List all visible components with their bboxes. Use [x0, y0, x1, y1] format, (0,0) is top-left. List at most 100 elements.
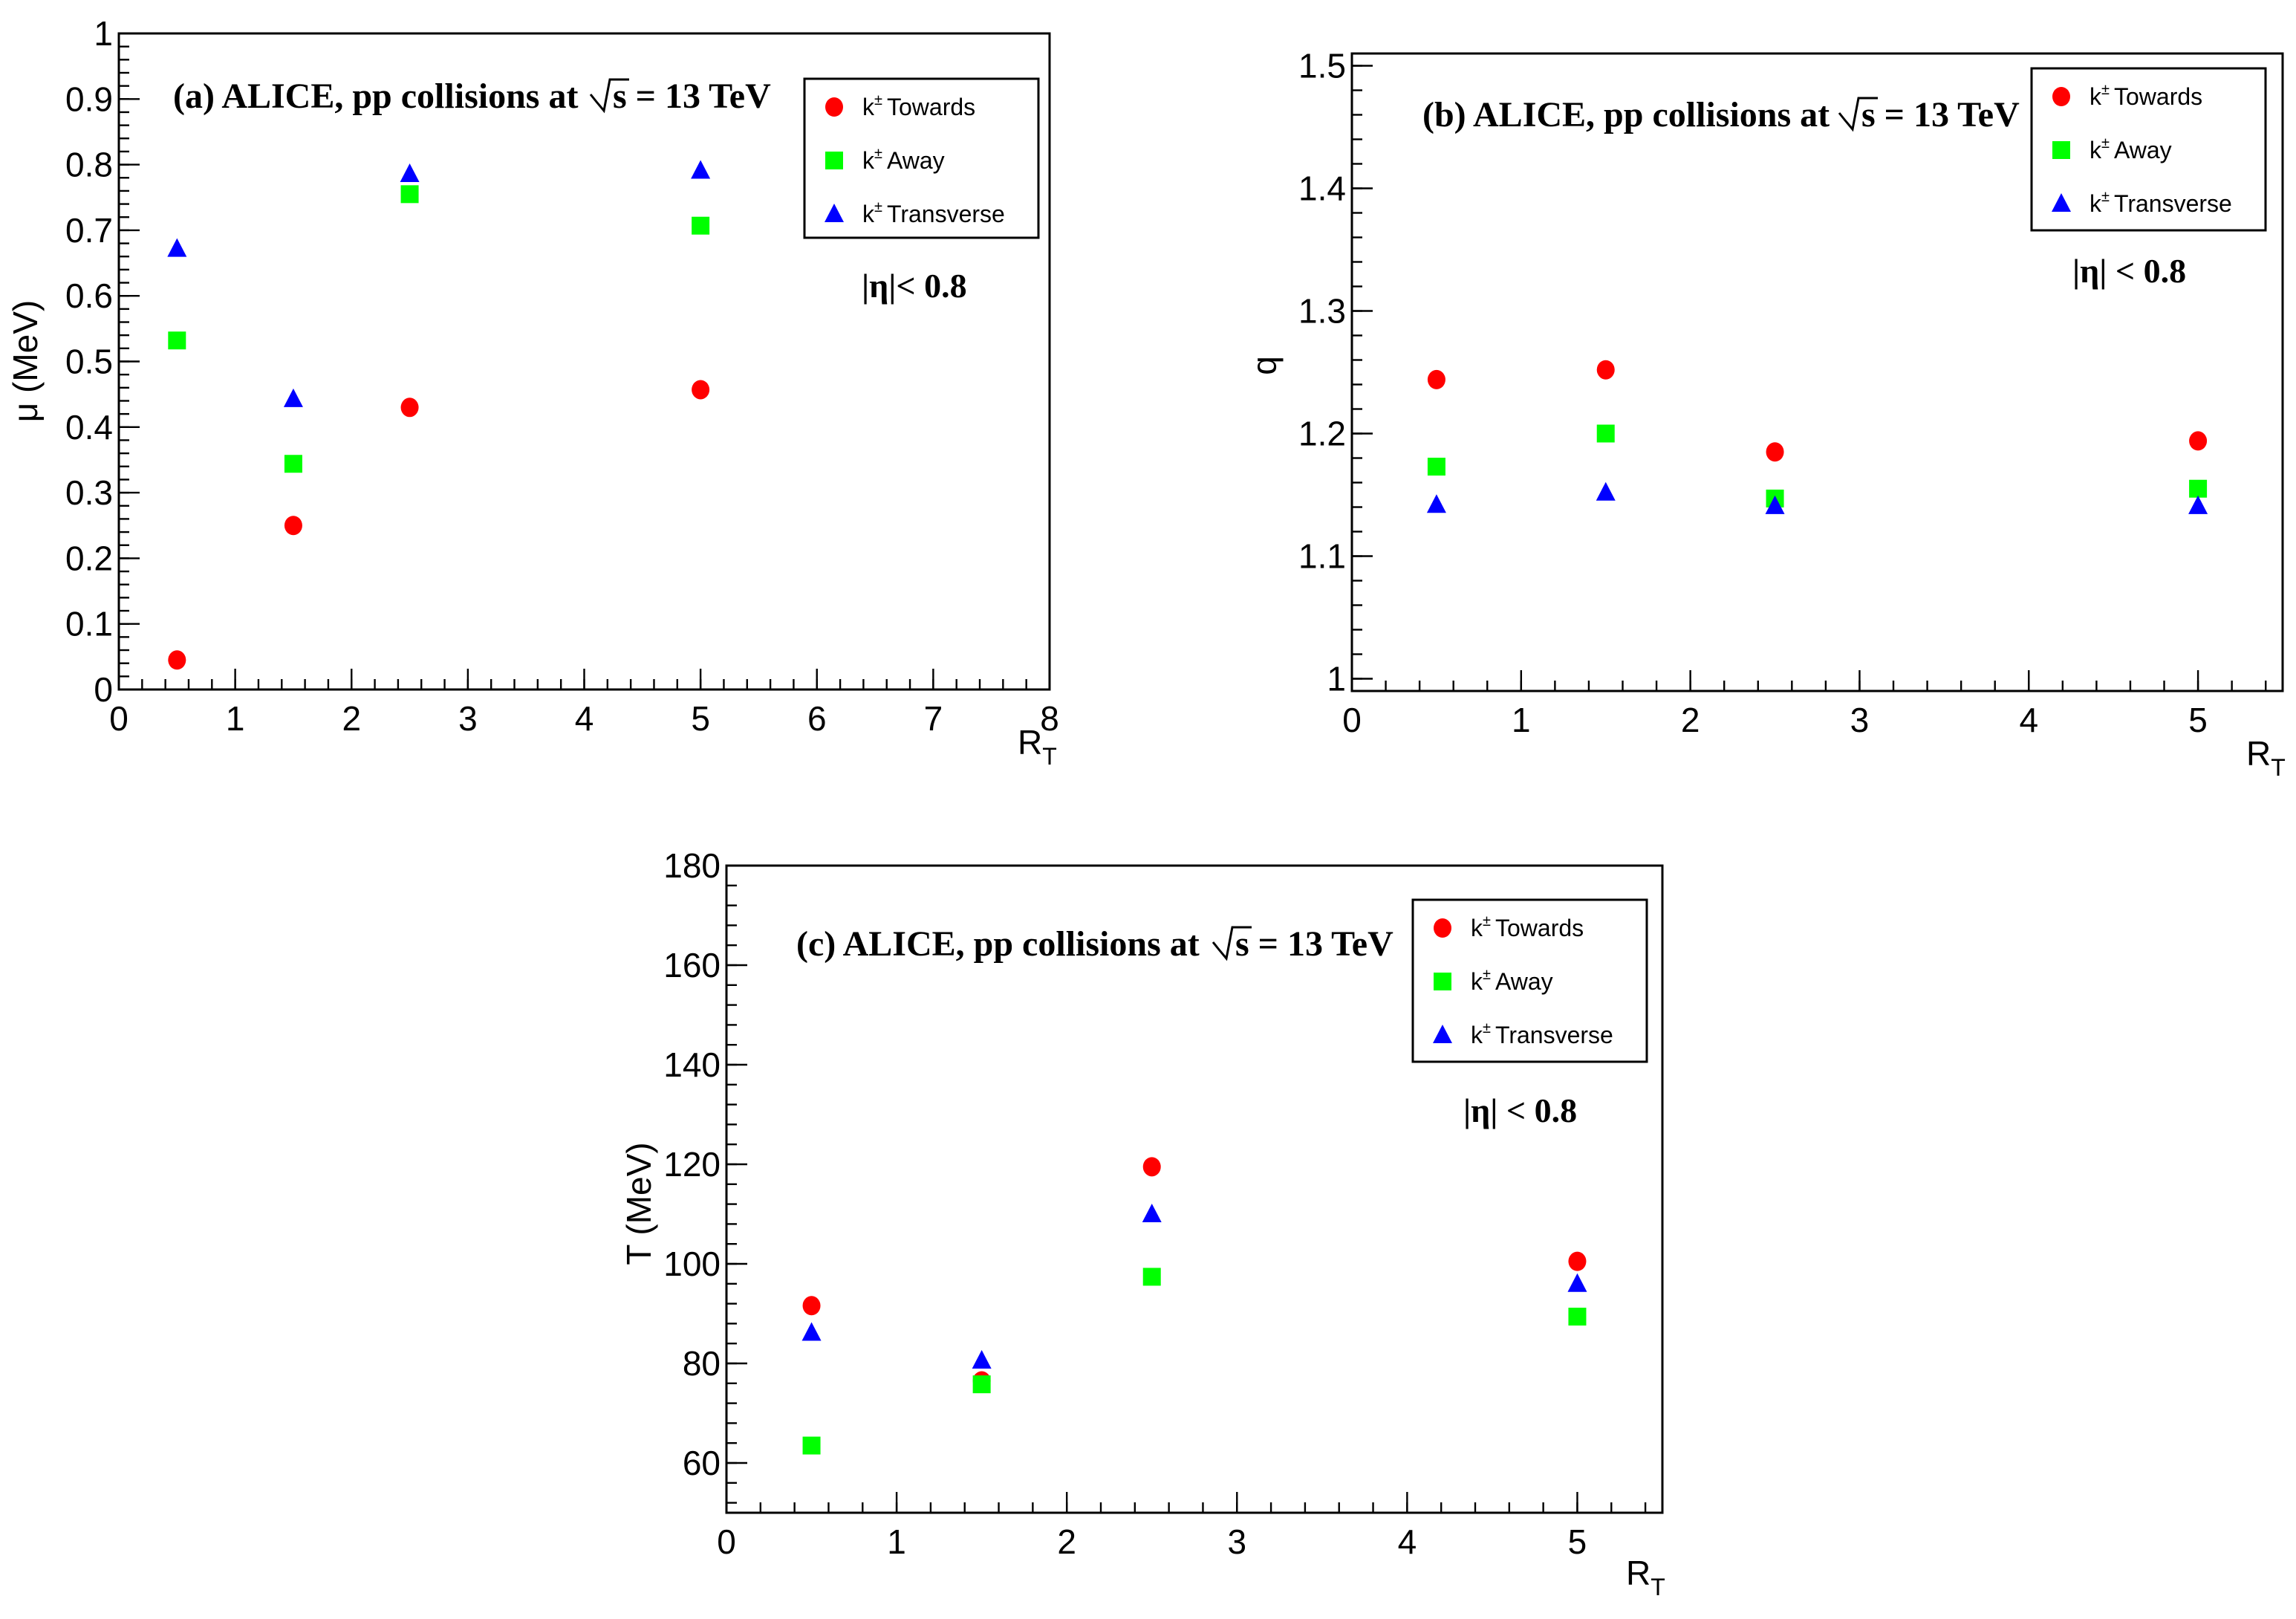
legend-label: Towards	[1495, 915, 1584, 941]
data-point-away	[1568, 1308, 1587, 1326]
y-tick-label: 1	[1327, 660, 1346, 698]
data-point-away	[1142, 1268, 1161, 1286]
data-point-away	[168, 331, 186, 350]
x-tick-label: 1	[1512, 701, 1531, 739]
data-point-away	[972, 1375, 991, 1394]
eta-annotation: |η| < 0.8	[2072, 252, 2186, 290]
y-tick-label: 0.9	[65, 80, 113, 118]
legend-marker-circle	[2052, 87, 2070, 106]
y-axis-label: q	[1245, 356, 1284, 375]
legend-label: Away	[1495, 968, 1553, 995]
x-tick-label: 5	[1568, 1522, 1587, 1561]
x-tick-label: 6	[807, 699, 827, 738]
panel-title-energy: s = 13 TeV	[1235, 924, 1393, 964]
legend-plusminus: ±	[2101, 189, 2110, 205]
x-tick-label: 2	[342, 699, 361, 738]
data-point-towards	[2189, 431, 2208, 451]
panel-c: 0 1 2 3 4 5 60 80 100 120 140 160 180 T (MeV) RT (c) AL…	[619, 846, 1665, 1600]
legend-k: k	[862, 201, 875, 227]
data-point-away	[400, 185, 419, 204]
x-axis-label: RT	[1018, 723, 1057, 770]
legend-k: k	[1471, 1022, 1483, 1048]
legend-k: k	[862, 94, 875, 120]
legend-marker-square	[2052, 141, 2070, 159]
x-tick-label: 3	[1850, 701, 1870, 739]
y-tick-label: 0.5	[65, 343, 113, 381]
legend-label: Away	[887, 147, 945, 174]
y-tick-label: 1	[94, 14, 113, 53]
legend-marker-square	[825, 152, 843, 169]
y-tick-label: 0.4	[65, 408, 113, 447]
legend-box	[1411, 898, 1648, 1063]
legend-entry-transverse: k± Transverse	[1471, 1020, 1613, 1048]
legend-entry-towards: k± Towards	[1471, 913, 1584, 941]
legend-entry-away: k± Away	[862, 146, 945, 174]
plot-frame	[1350, 52, 2284, 692]
plot-frame	[725, 864, 1664, 1514]
data-point-away	[2189, 479, 2208, 498]
data-point-transverse	[1142, 1204, 1162, 1222]
panel-title-energy: s = 13 TeV	[613, 77, 771, 116]
data-point-away	[284, 455, 302, 473]
data-point-towards	[1142, 1157, 1161, 1177]
legend-k: k	[862, 147, 875, 174]
data-point-towards	[284, 516, 302, 536]
legend-plusminus: ±	[1483, 967, 1491, 983]
panel-title: (b) ALICE, pp collisions at	[1422, 95, 1830, 134]
legend-plusminus: ±	[1483, 1020, 1491, 1036]
x-axis-label-subscript: T	[1651, 1574, 1665, 1600]
panel-title-energy: s = 13 TeV	[1861, 95, 2020, 134]
x-axis-label-subscript: T	[1042, 743, 1057, 770]
legend-plusminus: ±	[2101, 82, 2110, 98]
data-point-towards	[168, 650, 186, 670]
y-tick-label: 1.1	[1298, 537, 1346, 576]
y-tick-label: 160	[663, 946, 721, 984]
x-tick-label: 0	[717, 1522, 736, 1561]
data-point-away	[1427, 458, 1445, 476]
legend-marker-circle	[825, 97, 843, 117]
legend-entry-towards: k± Towards	[2090, 82, 2202, 110]
data-point-transverse	[801, 1322, 822, 1341]
x-tick-label: 7	[924, 699, 943, 738]
legend-box	[803, 77, 1040, 239]
legend-marker-triangle	[2052, 193, 2071, 212]
x-tick-label: 2	[1057, 1522, 1076, 1561]
x-tick-label: 4	[1398, 1522, 1417, 1561]
data-point-transverse	[972, 1349, 992, 1369]
data-point-away	[1596, 424, 1615, 443]
legend-k: k	[1471, 915, 1483, 941]
legend-label: Transverse	[1495, 1022, 1613, 1048]
eta-annotation: |η| < 0.8	[1463, 1091, 1577, 1129]
data-point-towards	[692, 380, 710, 400]
x-tick-label: 0	[109, 699, 129, 738]
legend-k: k	[2090, 83, 2102, 110]
y-tick-label: 0.3	[65, 473, 113, 512]
data-point-transverse	[283, 388, 303, 407]
legend-marker-square	[1434, 973, 1451, 990]
legend-box	[2030, 67, 2267, 232]
data-point-transverse	[167, 238, 187, 257]
x-tick-label: 3	[1227, 1522, 1246, 1561]
legend-marker-triangle	[825, 204, 844, 222]
y-tick-label: 0.7	[65, 211, 113, 250]
y-tick-label: 180	[663, 846, 721, 885]
data-point-towards	[400, 398, 419, 418]
y-tick-label: 0.8	[65, 146, 113, 184]
x-axis-label: RT	[2246, 734, 2286, 781]
data-point-towards	[1568, 1251, 1587, 1271]
legend-label: Towards	[2114, 83, 2202, 110]
legend-marker-triangle	[1433, 1025, 1452, 1043]
x-tick-label: 1	[226, 699, 245, 738]
data-point-transverse	[1426, 494, 1446, 513]
eta-annotation: |η|< 0.8	[862, 267, 967, 305]
x-axis-label-main: R	[2246, 734, 2271, 773]
sqrt-icon	[1838, 97, 1878, 132]
legend-entry-towards: k± Towards	[862, 92, 975, 120]
y-tick-label: 120	[663, 1145, 721, 1184]
sqrt-icon	[1212, 926, 1252, 961]
